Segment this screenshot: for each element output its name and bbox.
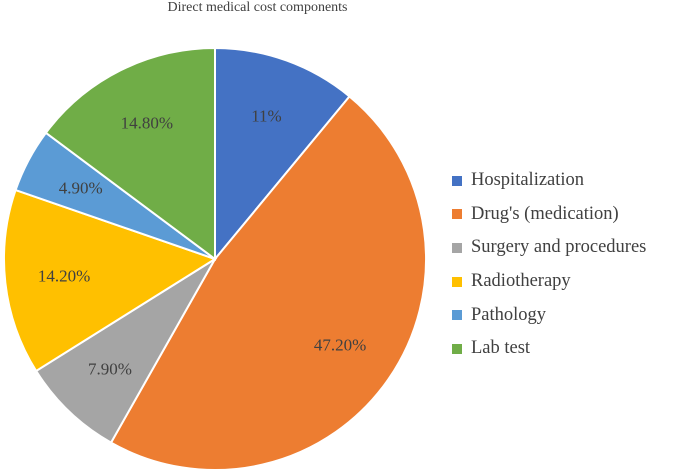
legend-item-lab-test: Lab test — [452, 332, 646, 366]
legend-label: Hospitalization — [471, 170, 585, 191]
legend-label: Radiotherapy — [471, 271, 571, 292]
pie-slice-radiotherapy — [2, 188, 218, 373]
data-label-surgery-and-procedures: 7.90% — [88, 359, 132, 378]
pie-slice-lab-test — [44, 46, 216, 261]
data-label-radiotherapy: 14.20% — [38, 267, 90, 286]
legend-label: Drug's (medication) — [471, 203, 619, 224]
pie-slice-drug-s-medication — [109, 95, 427, 471]
legend-item-drug-s-medication: Drug's (medication) — [452, 198, 646, 232]
pie-slice-surgery-and-procedures — [34, 258, 216, 444]
legend-swatch — [452, 209, 462, 220]
chart-title: Direct medical cost components — [167, 0, 348, 15]
legend-swatch — [452, 242, 462, 253]
legend-item-hospitalization: Hospitalization — [452, 164, 646, 198]
data-label-drug-s-medication: 47.20% — [314, 336, 366, 355]
legend-item-radiotherapy: Radiotherapy — [452, 265, 646, 299]
legend-label: Pathology — [471, 304, 547, 325]
legend-item-surgery-and-procedures: Surgery and procedures — [452, 231, 646, 265]
data-label-hospitalization: 11% — [251, 107, 282, 126]
data-label-lab-test: 14.80% — [121, 114, 173, 133]
legend-label: Lab test — [471, 338, 531, 359]
legend-label: Surgery and procedures — [471, 237, 647, 258]
legend-swatch — [452, 276, 462, 287]
legend-swatch — [452, 343, 462, 354]
legend-item-pathology: Pathology — [452, 298, 646, 332]
legend-swatch — [452, 310, 462, 321]
legend-swatch — [452, 175, 462, 186]
data-label-pathology: 4.90% — [59, 178, 103, 197]
pie-slice-hospitalization — [214, 46, 351, 262]
chart-legend: Hospitalization Drug's (medication) Surger… — [452, 164, 646, 366]
